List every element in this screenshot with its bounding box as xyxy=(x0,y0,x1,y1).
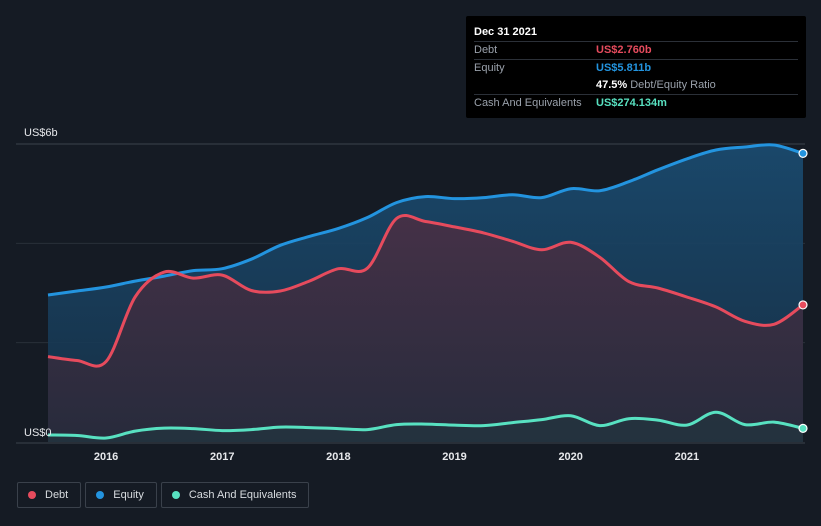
legend-item-cash[interactable]: Cash And Equivalents xyxy=(160,482,310,508)
series-areas xyxy=(48,144,803,443)
tooltip-date: Dec 31 2021 xyxy=(474,26,537,38)
y-axis-bottom-label: US$0 xyxy=(24,427,52,439)
equity-dot-icon xyxy=(96,491,105,499)
x-tick-label-2019: 2019 xyxy=(442,451,466,463)
series-lines xyxy=(47,143,804,440)
cash-and-equivalents-line xyxy=(47,410,804,440)
tooltip-debt-label: Debt xyxy=(474,44,498,56)
legend-label-cash: Cash And Equivalents xyxy=(188,489,297,501)
debt-dot-icon xyxy=(28,491,36,499)
tooltip-row-cash: Cash And Equivalents US$274.134m xyxy=(474,94,798,112)
tooltip-equity-value: US$5.811b xyxy=(596,62,652,74)
tooltip-ratio-value: 47.5% xyxy=(596,79,628,91)
debt-area xyxy=(48,215,803,442)
equity-endpoint xyxy=(798,148,808,158)
tooltip-ratio-text: Debt/Equity Ratio xyxy=(630,79,716,91)
equity-line xyxy=(47,143,804,297)
axis-labels: US$6b US$0 xyxy=(24,127,58,439)
cash-and-equivalents-area xyxy=(48,412,803,442)
data-tooltip: Dec 31 2021 Debt US$2.760b Equity US$5.8… xyxy=(466,16,806,118)
chart-legend: Debt Equity Cash And Equivalents xyxy=(17,482,310,508)
debt-line xyxy=(47,213,804,368)
tooltip-equity-label: Equity xyxy=(474,62,505,74)
legend-item-debt[interactable]: Debt xyxy=(17,482,82,508)
x-tick-label-2018: 2018 xyxy=(326,451,350,463)
tooltip-cash-value: US$274.134m xyxy=(596,97,667,109)
cash-dot-icon xyxy=(171,491,180,499)
series-endpoints xyxy=(798,148,808,433)
tooltip-row-equity: Equity US$5.811b xyxy=(474,59,798,77)
legend-item-equity[interactable]: Equity xyxy=(85,482,157,508)
x-tick-label-2017: 2017 xyxy=(210,451,234,463)
tooltip-debt-value: US$2.760b xyxy=(596,44,652,56)
y-axis-top-label: US$6b xyxy=(24,127,58,139)
legend-label-debt: Debt xyxy=(45,489,69,501)
x-axis-ticks: 2016 2017 2018 2019 2020 2021 xyxy=(94,451,699,463)
cash-and-equivalents-endpoint xyxy=(798,423,808,433)
x-tick-label-2021: 2021 xyxy=(675,451,699,463)
tooltip-row-ratio: 47.5% Debt/Equity Ratio xyxy=(474,77,798,94)
x-tick-label-2020: 2020 xyxy=(558,451,582,463)
debt-endpoint xyxy=(798,300,808,310)
tooltip-row-debt: Debt US$2.760b xyxy=(474,41,798,59)
legend-label-equity: Equity xyxy=(113,489,144,501)
x-tick-label-2016: 2016 xyxy=(94,451,118,463)
tooltip-cash-label: Cash And Equivalents xyxy=(474,97,582,109)
